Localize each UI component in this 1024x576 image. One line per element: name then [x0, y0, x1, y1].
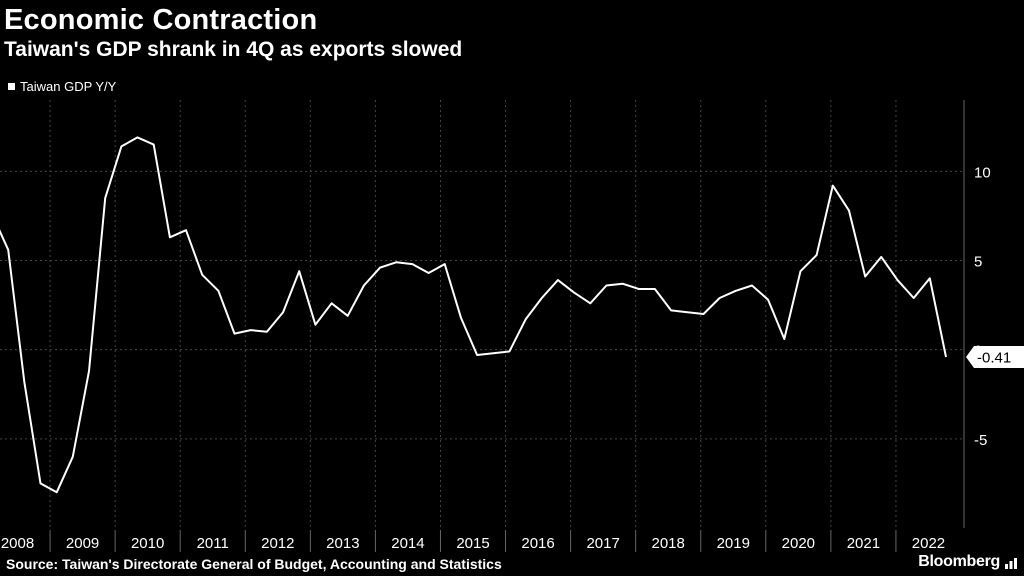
- last-value-tag: [966, 345, 1024, 368]
- x-tick-label: 2016: [521, 535, 554, 552]
- x-tick-label: 2022: [912, 535, 945, 552]
- brand-logo-text: Bloomberg: [918, 553, 1000, 570]
- x-tick-label: 2021: [847, 535, 880, 552]
- y-tick-label: -5: [974, 432, 987, 449]
- legend: Taiwan GDP Y/Y: [8, 79, 116, 94]
- x-tick-label: 2014: [391, 535, 424, 552]
- x-tick-label: 2020: [782, 535, 815, 552]
- x-tick-label: 2013: [326, 535, 359, 552]
- source-note: Source: Taiwan's Directorate General of …: [6, 556, 502, 572]
- legend-swatch: [8, 83, 15, 90]
- chart-title: Economic Contraction: [4, 4, 318, 36]
- x-tick-label: 2019: [717, 535, 750, 552]
- x-tick-label: 2018: [652, 535, 685, 552]
- bloomberg-bars-icon: [1005, 558, 1017, 569]
- x-tick-label: 2012: [261, 535, 294, 552]
- x-tick-label: 2015: [456, 535, 489, 552]
- x-tick-label: 2011: [197, 535, 229, 552]
- x-tick-label: 2009: [66, 535, 99, 552]
- series-line-taiwan-gdp: [0, 136, 947, 494]
- y-tick-label: 5: [974, 254, 982, 271]
- legend-label: Taiwan GDP Y/Y: [20, 79, 117, 94]
- last-value-label: -0.41: [977, 349, 1011, 366]
- x-tick-label: 2017: [586, 535, 619, 552]
- y-tick-label: 10: [974, 164, 991, 181]
- x-tick-label: 2008: [1, 535, 34, 552]
- chart-subtitle: Taiwan's GDP shrank in 4Q as exports slo…: [4, 38, 463, 61]
- x-tick-label: 2010: [131, 535, 164, 552]
